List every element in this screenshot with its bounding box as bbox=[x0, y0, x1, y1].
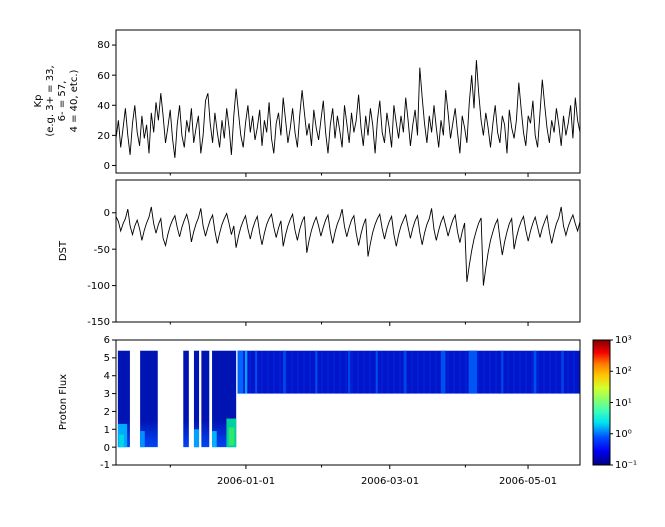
proton-flux-band-streak bbox=[348, 350, 351, 394]
proton-flux-band-streak bbox=[237, 350, 244, 394]
proton_flux-axes-spine bbox=[115, 339, 581, 466]
proton-flux-band-streak bbox=[468, 350, 477, 394]
colorbar-tick-label-1e2: 10² bbox=[615, 366, 632, 377]
colorbar-tick-label-1en1: 10⁻¹ bbox=[615, 460, 637, 471]
kp-axis-label-line-2: (e.g. 3+ = 33, bbox=[45, 65, 56, 136]
proton-flux-hotspot bbox=[228, 427, 235, 446]
kp-ytick-label-20: 20 bbox=[97, 131, 110, 142]
proton-flux-band-streak bbox=[440, 350, 446, 394]
proton-flux-band bbox=[237, 350, 580, 394]
proton-ytick-label-5: 5 bbox=[104, 353, 110, 364]
proton-ytick-label-4: 4 bbox=[104, 371, 110, 382]
dst-ytick-label-n150: -150 bbox=[87, 317, 110, 328]
proton-ytick-label-n1: -1 bbox=[100, 460, 110, 471]
kp-series-line bbox=[115, 60, 581, 158]
proton-ytick-label-6: 6 bbox=[104, 335, 110, 346]
proton-flux-stripe bbox=[193, 350, 200, 448]
proton-flux-hotspot bbox=[119, 434, 124, 448]
kp-axis-label-line-1: Kp bbox=[33, 95, 44, 108]
proton-flux-band-streak bbox=[244, 350, 248, 394]
axis-text-layer: Kp (e.g. 3+ = 33, 6- = 57, 4 = 40, etc.)… bbox=[33, 40, 637, 487]
proton-flux-hotspot bbox=[193, 429, 200, 448]
proton-ytick-label-2: 2 bbox=[104, 407, 110, 418]
proton-flux-stripe bbox=[117, 350, 130, 448]
dst-ytick-label-0: 0 bbox=[104, 208, 110, 219]
kp-ytick-label-60: 60 bbox=[97, 71, 110, 82]
kp-axes-spine bbox=[115, 29, 581, 174]
proton-flux-band-streak bbox=[283, 350, 286, 394]
proton-flux-band-streak bbox=[375, 350, 378, 394]
proton-flux-stripe bbox=[140, 350, 158, 448]
proton-ytick-label-0: 0 bbox=[104, 443, 110, 454]
kp-ytick-label-80: 80 bbox=[97, 40, 110, 51]
proton-flux-band-streak bbox=[561, 350, 564, 394]
proton-flux-band-streak bbox=[315, 350, 318, 394]
plot-render-layer bbox=[112, 29, 613, 469]
xtick-label-2006-01-01: 2006-01-01 bbox=[217, 476, 275, 487]
colorbar-gradient bbox=[593, 340, 610, 465]
colorbar-tick-label-1e3: 10³ bbox=[615, 335, 632, 346]
xtick-label-2006-05-01: 2006-05-01 bbox=[499, 476, 557, 487]
proton-flux-band-streak bbox=[403, 350, 407, 394]
dst-ytick-label-n100: -100 bbox=[87, 281, 110, 292]
proton-flux-hotspot bbox=[140, 431, 145, 448]
dst-axis-label: DST bbox=[58, 240, 69, 261]
kp-ytick-label-0: 0 bbox=[104, 161, 110, 172]
proton-flux-axis-label: Proton Flux bbox=[58, 374, 69, 430]
proton-flux-stripe bbox=[201, 350, 210, 448]
colorbar-tick-label-1e0: 10⁰ bbox=[615, 429, 632, 440]
colorbar-tick-label-1e1: 10¹ bbox=[615, 398, 632, 409]
proton-flux-hotspot bbox=[212, 431, 217, 448]
dst-series-line bbox=[115, 206, 581, 286]
proton-flux-band-streak bbox=[533, 350, 537, 394]
proton-flux-stripe bbox=[183, 350, 189, 448]
dst-ytick-label-n50: -50 bbox=[94, 245, 110, 256]
kp-axis-label-line-4: 4 = 40, etc.) bbox=[69, 69, 80, 132]
kp-axis-label-line-3: 6- = 57, bbox=[57, 81, 68, 122]
proton-ytick-label-1: 1 bbox=[104, 425, 110, 436]
dst-axes-spine bbox=[115, 179, 581, 323]
proton-flux-band-streak bbox=[501, 350, 504, 394]
proton-flux-band-streak bbox=[255, 350, 258, 394]
xtick-label-2006-03-01: 2006-03-01 bbox=[361, 476, 419, 487]
kp-ytick-label-40: 40 bbox=[97, 101, 110, 112]
proton-ytick-label-3: 3 bbox=[104, 389, 110, 400]
